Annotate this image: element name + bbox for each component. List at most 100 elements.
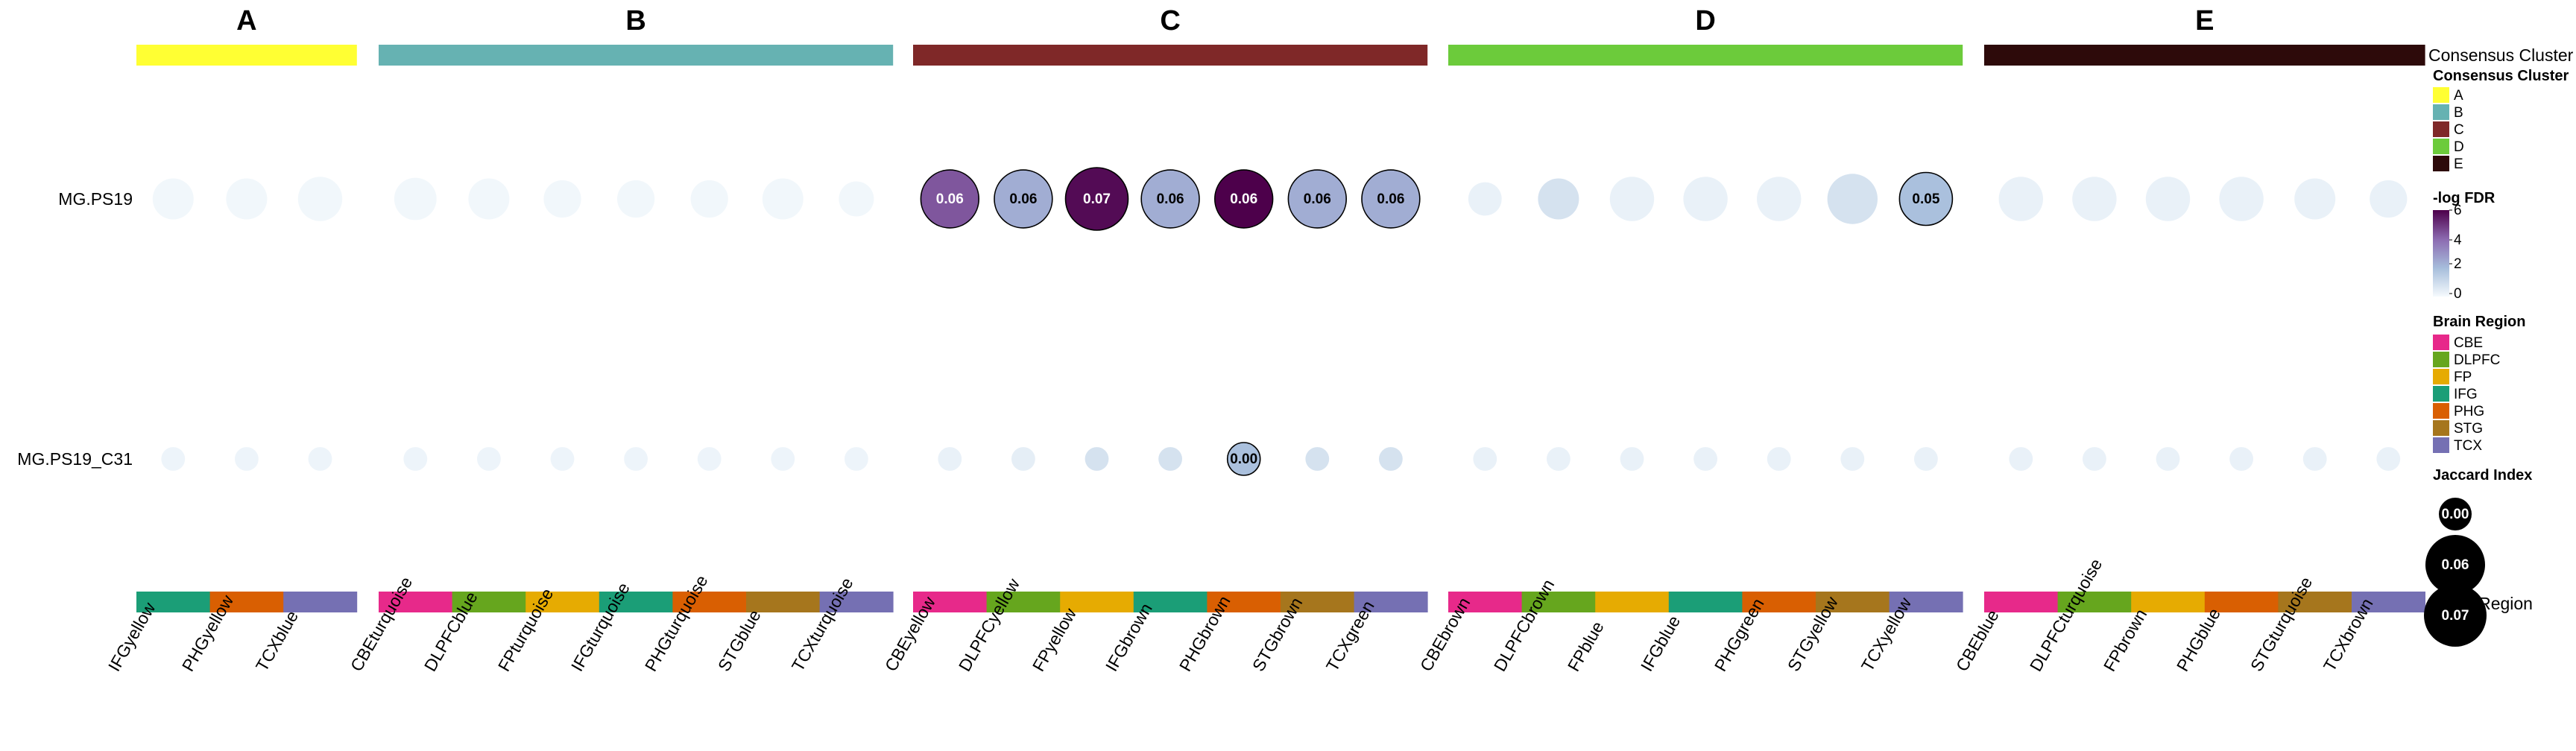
bubble — [152, 178, 194, 220]
region-cell-DLPFC — [986, 592, 1061, 612]
bubble — [394, 177, 437, 221]
region-cell-DLPFC — [2057, 592, 2132, 612]
bubble — [1898, 171, 1954, 226]
bubble — [617, 180, 655, 218]
region-cell-PHG — [2204, 592, 2279, 612]
cluster-bar-B — [379, 45, 894, 66]
consensus-legend-swatch — [2433, 139, 2449, 154]
jaccard-legend-label: 0.07 — [2442, 608, 2469, 624]
bubble — [624, 447, 648, 471]
bubble — [1914, 447, 1938, 471]
bubble-cells: 0.06 0.06 0.07 0.06 0.06 0.06 0.06 0.05 0.00 — [152, 167, 2408, 476]
bubble — [477, 447, 501, 471]
bubble — [543, 180, 581, 218]
bubble — [1011, 447, 1035, 471]
bubble — [690, 180, 728, 218]
column-label: STGblue — [714, 606, 765, 675]
cluster-title-B: B — [625, 5, 645, 37]
bubble-value-label: 0.06 — [1304, 191, 1331, 207]
brain-region-legend-label: STG — [2454, 421, 2483, 437]
region-cell-CBE — [1448, 592, 1522, 612]
region-cell-PHG — [1207, 592, 1281, 612]
bubble — [845, 447, 868, 471]
bubble — [994, 169, 1053, 229]
row-label: MG.PS19 — [58, 189, 133, 209]
bubble — [771, 447, 795, 471]
bubble — [1287, 169, 1348, 229]
bubble-value-label: 0.06 — [1009, 191, 1037, 207]
bubble — [1473, 447, 1497, 471]
legend-panel: Consensus Cluster Consensus Cluster ABCD… — [2424, 45, 2574, 647]
brain-region-legend-swatch — [2433, 335, 2449, 350]
consensus-legend-label: A — [2454, 88, 2463, 104]
bubble — [1757, 177, 1802, 221]
bubble — [403, 447, 428, 471]
fdr-tick-label: 4 — [2454, 232, 2462, 248]
column-label: DLPFCbrown — [1490, 576, 1559, 675]
region-cell-PHG — [672, 592, 747, 612]
bubble — [1085, 447, 1109, 471]
bubble — [1158, 447, 1182, 471]
brain-region-legend-label: DLPFC — [2454, 352, 2500, 368]
fdr-legend-title: -log FDR — [2433, 190, 2496, 206]
region-cell-IFG — [599, 592, 673, 612]
fdr-tick-label: 6 — [2454, 203, 2462, 218]
bubble — [2229, 447, 2254, 471]
column-label: CBEblue — [1952, 606, 2003, 675]
jaccard-legend-title: Jaccard Index — [2433, 467, 2532, 484]
region-cell-TCX — [283, 592, 358, 612]
region-cell-TCX — [819, 592, 894, 612]
region-cell-IFG — [136, 592, 210, 612]
consensus-legend-title: Consensus Cluster — [2433, 68, 2569, 84]
region-cell-FP — [1595, 592, 1670, 612]
brain-region-legend-swatch — [2433, 352, 2449, 367]
consensus-legend-swatch — [2433, 121, 2449, 137]
bubble — [468, 178, 510, 220]
region-cell-FP — [2131, 592, 2206, 612]
column-label: IFGblue — [1637, 612, 1684, 675]
cluster-bar-C — [913, 45, 1428, 66]
brain-region-legend-label: PHG — [2454, 404, 2484, 419]
bubble — [1064, 167, 1129, 231]
bubble — [1468, 182, 1502, 216]
bubble — [839, 181, 874, 217]
consensus-legend-swatch — [2433, 87, 2449, 103]
region-cell-STG — [1281, 592, 1354, 612]
brain-region-legend-swatch — [2433, 386, 2449, 402]
cluster-title-C: C — [1160, 5, 1180, 37]
brain-region-legend-swatch — [2433, 420, 2449, 436]
bubble — [235, 447, 259, 471]
bubble — [1379, 447, 1403, 471]
cluster-title-D: D — [1695, 5, 1715, 37]
bubble-value-label: 0.06 — [1377, 191, 1404, 207]
region-cell-PHG — [1742, 592, 1816, 612]
bubble — [1840, 447, 1865, 471]
bubble — [1767, 447, 1791, 471]
region-cell-FP — [525, 592, 600, 612]
bubble — [2370, 180, 2408, 218]
jaccard-legend-label: 0.06 — [2442, 557, 2469, 573]
bubble — [2072, 177, 2117, 221]
column-label: FPbrown — [2100, 606, 2151, 675]
bubble — [550, 447, 575, 471]
row-labels: MG.PS19 MG.PS19_C31 — [17, 189, 133, 469]
region-cell-TCX — [2352, 592, 2425, 612]
bubble — [1538, 178, 1579, 220]
column-labels: IFGyellow PHGyellow TCXblue CBEturquoise DLP… — [104, 555, 2377, 674]
region-cell-DLPFC — [1521, 592, 1596, 612]
bubble — [1683, 177, 1728, 221]
consensus-legend-swatch — [2433, 104, 2449, 120]
region-cell-STG — [746, 592, 820, 612]
jaccard-legend-bubble — [2425, 535, 2485, 595]
brain-region-legend-swatch — [2433, 403, 2449, 419]
column-label: CBEturquoise — [347, 574, 416, 675]
consensus-annotation-bar — [136, 45, 2425, 66]
brain-region-legend-label: CBE — [2454, 335, 2483, 351]
brain-region-legend-swatch — [2433, 437, 2449, 453]
region-cell-PHG — [209, 592, 284, 612]
region-cell-CBE — [1984, 592, 2058, 612]
region-cell-IFG — [1133, 592, 1208, 612]
consensus-annotation-header: Consensus Cluster — [2428, 45, 2574, 65]
fdr-colorbar — [2433, 210, 2449, 297]
fdr-colorbar-ticks: 6 4 2 0 — [2449, 203, 2462, 302]
